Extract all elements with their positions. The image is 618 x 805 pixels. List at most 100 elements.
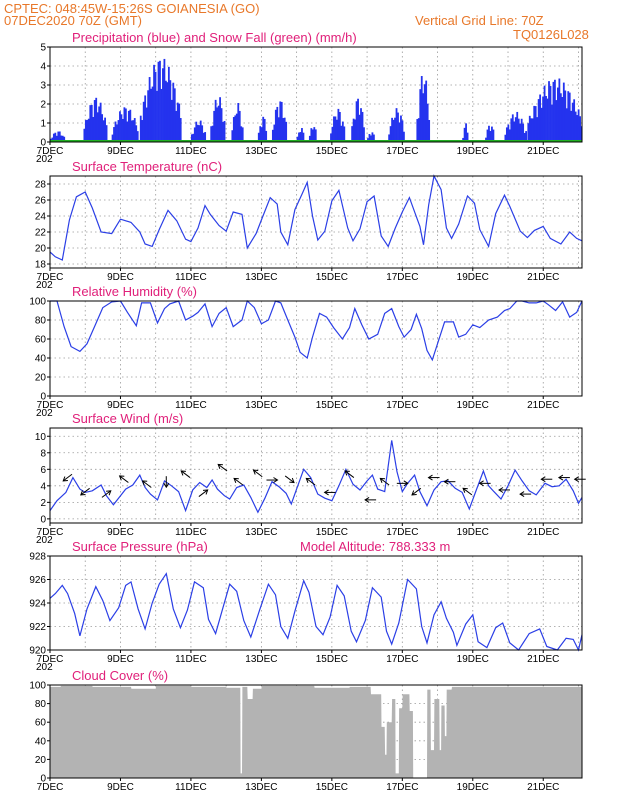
precip-bar (338, 111, 341, 142)
rh-ytick-label: 60 (35, 335, 47, 346)
precip-bar (308, 135, 311, 142)
precip-bar (488, 125, 490, 142)
wind-arrow-head (344, 470, 350, 476)
precip-ytick-label: 4 (40, 62, 46, 73)
precip-frame (49, 46, 583, 143)
precip-bar (357, 98, 359, 142)
precip-bar (373, 134, 375, 142)
precip-bar (237, 103, 240, 142)
rh-xtick-label: 7DEC (37, 400, 64, 411)
cloud-ytick-label: 80 (35, 699, 47, 710)
precip-bar (299, 132, 302, 142)
precip-bar (89, 105, 92, 142)
precip-bar (296, 136, 299, 142)
precip-bar (505, 127, 508, 142)
precip-bar (525, 131, 528, 142)
wind-arrow (462, 487, 473, 496)
precip-bar (545, 96, 547, 142)
precip-bar (371, 132, 374, 142)
precip-bar (301, 128, 303, 142)
precip-bar (565, 108, 568, 142)
precip-bar (147, 90, 150, 142)
pressure-xtick-label: 9DEC (107, 654, 134, 665)
precip-bar (522, 123, 525, 142)
precip-bar (388, 134, 391, 142)
precip-bar (570, 110, 573, 142)
wind-arrow-head (403, 480, 409, 487)
precip-bar (260, 127, 263, 142)
cloud-frame (49, 684, 583, 779)
precip-bar (336, 119, 338, 142)
wind-arrow-head (202, 489, 209, 495)
precip-bar (262, 116, 265, 142)
precip-bar (136, 131, 139, 142)
precip-bar (423, 84, 426, 142)
precip-bar (564, 90, 567, 142)
precip-bar (360, 108, 362, 142)
pressure-xtick-label: 19DEC (457, 654, 489, 665)
precip-bar (283, 117, 286, 142)
cloud-panel: Cloud Cover (%) 0 20 40 60 80 100 7DEC 9DEC 11DEC… (29, 668, 583, 793)
precip-bar (104, 117, 106, 142)
precip-bar (156, 90, 158, 142)
precip-bar (527, 123, 530, 142)
wind-arrow (62, 473, 73, 482)
precip-bar (199, 120, 202, 142)
wind-arrow-head (305, 477, 312, 483)
precip-bar (241, 127, 244, 142)
precip-ytick-label: 5 (40, 43, 46, 54)
rh-ytick-label: 100 (29, 297, 46, 308)
precip-bar (263, 118, 266, 142)
temp-year-fragment: 202 (36, 280, 53, 291)
precip-bar (192, 133, 195, 142)
precip-bar (132, 120, 135, 142)
precip-bar (58, 131, 61, 142)
precip-bar (98, 106, 101, 142)
precip-bar (340, 125, 343, 142)
wind-arrow-head (273, 477, 279, 483)
precip-bar (220, 108, 223, 142)
precip-xtick-label: 15DEC (316, 146, 348, 157)
rh-year-fragment: 202 (36, 408, 53, 419)
precip-panel: Precipitation (blue) and Snow Fall (gree… (36, 30, 583, 165)
pressure-ytick-label: 928 (29, 552, 46, 563)
rh-panel: Relative Humidity (%) 0 20 40 60 80 100 7DEC 9DE… (29, 284, 583, 419)
wind-arrow-head (180, 470, 186, 476)
precip-bar (173, 88, 176, 142)
precip-bar (403, 131, 405, 142)
precip-bar (145, 107, 148, 142)
precip-bar (425, 80, 428, 142)
temp-ytick-label: 18 (35, 260, 47, 271)
precip-bar (277, 117, 280, 142)
precip-bar (57, 131, 60, 142)
precip-bar (485, 137, 487, 142)
precip-bar (285, 121, 288, 142)
precip-bar (55, 135, 58, 142)
precip-bar (419, 89, 422, 142)
wind-ytick-label: 0 (40, 514, 46, 525)
wind-arrow-head (443, 478, 449, 485)
temp-xtick-label: 13DEC (245, 272, 277, 283)
cloud-xtick-label: 13DEC (245, 782, 277, 793)
precip-bar (60, 135, 63, 142)
wind-xtick-label: 13DEC (245, 527, 277, 538)
precip-bar (363, 127, 365, 142)
precip-bar (574, 111, 577, 142)
precip-bar (151, 86, 154, 142)
precip-bar (90, 104, 93, 142)
rh-xtick-label: 15DEC (316, 400, 348, 411)
wind-arrow (119, 475, 129, 483)
precip-bar (83, 128, 86, 142)
precip-bar (530, 118, 533, 142)
header-grid-line: Vertical Grid Line: 70Z (415, 13, 544, 28)
precip-bar (520, 118, 523, 142)
precip-bar (279, 101, 282, 142)
precip-bar (510, 118, 513, 142)
header-date: 07DEC2020 70Z (GMT) (4, 13, 142, 28)
precip-bar (352, 118, 355, 142)
precip-bar (120, 114, 123, 142)
rh-title: Relative Humidity (%) (72, 284, 197, 299)
precip-bar (370, 135, 372, 142)
precip-bar (84, 120, 87, 142)
wind-ytick-label: 2 (40, 498, 46, 509)
